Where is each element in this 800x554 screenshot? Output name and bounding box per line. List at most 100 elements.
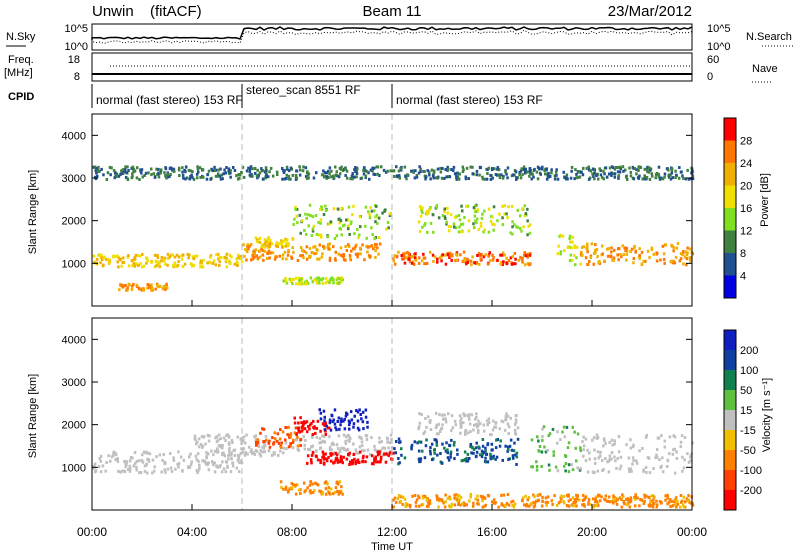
power-cell <box>489 173 492 177</box>
velocity-cell <box>450 429 453 433</box>
power-cell <box>131 284 134 288</box>
velocity-cell <box>666 493 669 497</box>
power-cell <box>311 229 315 233</box>
power-cell <box>117 256 121 260</box>
velocity-cell <box>461 502 464 506</box>
power-cell <box>546 172 550 176</box>
power-cell <box>526 252 530 256</box>
velocity-cell <box>340 485 343 489</box>
power-cell <box>674 169 677 173</box>
velocity-cell <box>158 453 162 457</box>
velocity-cell <box>421 496 425 500</box>
velocity-cell <box>245 433 248 437</box>
power-cell <box>674 176 677 179</box>
power-cell <box>343 167 347 171</box>
power-cell <box>299 231 302 235</box>
power-cell <box>386 169 389 173</box>
power-cell <box>486 172 489 175</box>
velocity-cell <box>319 446 323 450</box>
velocity-cell <box>243 453 247 457</box>
velocity-cell <box>272 441 276 445</box>
power-cell <box>287 177 291 181</box>
velocity-cell <box>469 495 472 499</box>
power-cell <box>575 245 579 249</box>
power-cell <box>555 173 558 177</box>
velocity-cell <box>361 410 365 414</box>
power-cell <box>594 248 597 252</box>
power-cell <box>688 256 691 260</box>
velocity-cell <box>472 451 475 455</box>
power-cell <box>423 170 426 173</box>
velocity-cell <box>650 504 653 508</box>
velocity-cell <box>116 457 119 461</box>
velocity-cell <box>451 426 455 430</box>
power-cell <box>571 235 575 239</box>
noise-right-label: N.Search <box>746 31 792 43</box>
velocity-cell <box>413 494 417 497</box>
velocity-cell <box>324 492 328 496</box>
power-cell <box>568 237 571 240</box>
velocity-cell <box>141 453 144 457</box>
velocity-colorbar-swatch <box>724 390 736 410</box>
power-cell <box>334 257 337 261</box>
velocity-cell <box>307 447 310 451</box>
power-cell <box>415 175 419 179</box>
power-cell <box>180 257 184 261</box>
power-cell <box>660 176 663 180</box>
velocity-cell <box>301 424 305 428</box>
power-cell <box>258 255 262 259</box>
power-cell <box>574 168 577 172</box>
power-cell <box>479 224 483 228</box>
power-cell <box>281 253 285 257</box>
velocity-cell <box>361 456 365 460</box>
velocity-cell <box>459 503 462 507</box>
power-cell <box>670 167 674 171</box>
velocity-cell <box>625 443 628 447</box>
velocity-cell <box>439 452 442 455</box>
velocity-cell <box>419 457 423 461</box>
velocity-cell <box>296 483 299 487</box>
power-cell <box>657 175 660 179</box>
power-cell <box>290 257 294 260</box>
power-cell <box>412 262 416 266</box>
velocity-cell <box>433 438 436 442</box>
velocity-cell <box>233 453 236 457</box>
velocity-cell <box>302 422 305 426</box>
power-cell <box>528 174 531 178</box>
velocity-cell <box>398 461 401 465</box>
velocity-cell <box>538 445 542 448</box>
power-cell <box>506 216 509 220</box>
power-cell <box>146 259 149 263</box>
velocity-cell <box>655 499 658 503</box>
velocity-cell <box>353 457 356 461</box>
velocity-cell <box>388 441 392 445</box>
velocity-cell <box>670 499 673 503</box>
velocity-cell <box>514 453 517 457</box>
power-cell <box>93 165 97 169</box>
power-cell <box>443 207 446 211</box>
power-cell <box>448 175 452 179</box>
velocity-cell <box>322 455 326 459</box>
velocity-cell <box>498 427 502 431</box>
velocity-cell <box>503 428 507 432</box>
power-cell <box>320 205 323 209</box>
power-cell <box>543 169 546 172</box>
velocity-cell <box>348 451 351 455</box>
power-cell <box>364 205 368 209</box>
power-cell <box>459 253 462 257</box>
power-cell <box>350 249 353 253</box>
power-cell <box>351 247 355 251</box>
power-cell <box>424 222 427 226</box>
power-cell <box>150 288 153 292</box>
power-y-tick-label: 1000 <box>62 258 86 270</box>
power-cell <box>117 265 120 269</box>
power-cell <box>186 252 189 256</box>
power-cell <box>635 168 638 172</box>
power-cell <box>675 246 679 250</box>
velocity-cell <box>592 436 596 440</box>
power-cell <box>457 177 460 181</box>
velocity-cell <box>94 470 97 474</box>
power-cell <box>676 242 680 246</box>
power-cell <box>293 217 296 221</box>
power-cell <box>482 230 485 234</box>
